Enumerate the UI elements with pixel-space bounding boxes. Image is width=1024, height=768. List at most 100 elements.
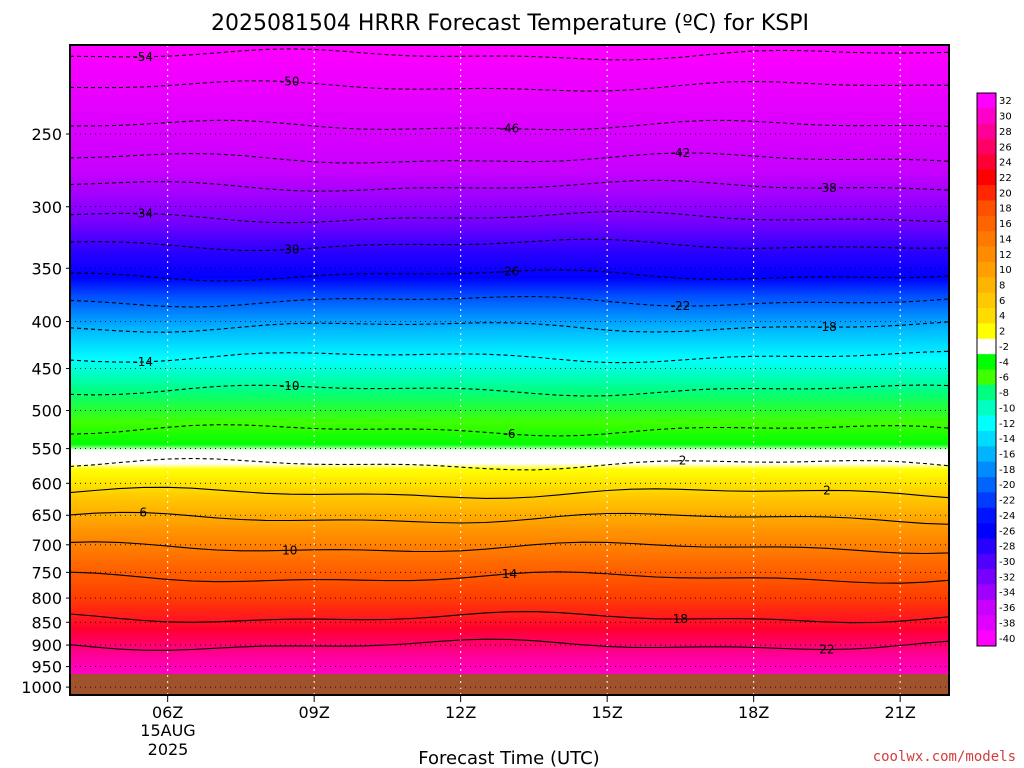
- colorbar-swatch: [977, 430, 996, 447]
- colorbar-label: -20: [999, 480, 1015, 491]
- colorbar-label: 14: [999, 234, 1012, 245]
- colorbar-label: -4: [999, 357, 1009, 368]
- isotherm-label: -26: [500, 264, 520, 278]
- date-day-label: 15AUG: [140, 721, 195, 740]
- y-tick-label: 350: [31, 259, 62, 278]
- colorbar-label: -26: [999, 526, 1015, 537]
- isotherm-label: -30: [280, 243, 300, 257]
- isotherm-label: 22: [819, 643, 834, 657]
- colorbar-label: 24: [999, 158, 1012, 169]
- colorbar-swatch: [977, 261, 996, 278]
- colorbar-swatch: [977, 538, 996, 555]
- colorbar-label: 6: [999, 296, 1005, 307]
- colorbar-swatch: [977, 323, 996, 340]
- colorbar-label: 2: [999, 327, 1005, 338]
- colorbar-swatch: [977, 523, 996, 539]
- y-tick-label: 950: [31, 658, 62, 677]
- ground-surface: [70, 674, 949, 695]
- x-tick-label: 18Z: [738, 703, 769, 722]
- colorbar-swatch: [977, 569, 996, 585]
- x-axis-title: Forecast Time (UTC): [418, 748, 599, 768]
- colorbar-swatch: [977, 477, 996, 493]
- colorbar-swatch: [977, 231, 996, 247]
- colorbar-label: 32: [999, 96, 1012, 107]
- colorbar-swatch: [977, 169, 996, 186]
- colorbar-label: 20: [999, 188, 1012, 199]
- plot-frame: [69, 44, 950, 696]
- colorbar-label: -10: [999, 403, 1015, 414]
- colorbar-label: -38: [999, 618, 1015, 629]
- x-tick-label: 12Z: [445, 703, 476, 722]
- colorbar-swatch: [977, 93, 996, 109]
- colorbar-swatch: [977, 246, 996, 263]
- temperature-field: [70, 45, 949, 674]
- y-tick-label: 800: [31, 589, 62, 608]
- vertical-grid: [167, 45, 901, 695]
- isotherm-label: -46: [500, 122, 520, 136]
- colorbar-label: 4: [999, 311, 1005, 322]
- colorbar-label: 16: [999, 219, 1012, 230]
- y-tick-label: 900: [31, 636, 62, 655]
- colorbar-label: -2: [999, 342, 1009, 353]
- y-tick-label: 250: [31, 125, 62, 144]
- colorbar-swatch: [977, 123, 996, 140]
- isotherm-label: -42: [671, 146, 691, 160]
- y-tick-label: 550: [31, 440, 62, 459]
- isotherm-label: -2: [674, 454, 686, 468]
- colorbar-label: -30: [999, 557, 1015, 568]
- colorbar-swatch: [977, 277, 996, 293]
- colorbar-swatch: [977, 599, 996, 616]
- y-tick-label: 650: [31, 506, 62, 525]
- colorbar-swatch: [977, 630, 996, 647]
- colorbar-swatch: [977, 553, 996, 570]
- colorbar-label: -12: [999, 419, 1015, 430]
- colorbar-label: -18: [999, 465, 1015, 476]
- colorbar-swatch: [977, 415, 996, 432]
- isotherm-label: -10: [280, 379, 300, 393]
- x-axis: 06Z 09Z 12Z 15Z 18Z 21Z: [152, 695, 916, 722]
- y-tick-label: 450: [31, 360, 62, 379]
- isotherm-line: [69, 486, 950, 499]
- chart-title: 2025081504 HRRR Forecast Temperature (ºC…: [211, 11, 809, 36]
- colorbar-label: -36: [999, 603, 1015, 614]
- x-tick-label: 21Z: [885, 703, 916, 722]
- isotherm-line: [69, 611, 950, 624]
- isotherm-label: -34: [133, 206, 153, 220]
- isotherm-label: 6: [139, 506, 147, 520]
- isotherm-label: -38: [817, 181, 837, 195]
- colorbar-swatch: [977, 185, 996, 201]
- y-tick-label: 500: [31, 402, 62, 421]
- isotherm-label: 14: [502, 567, 517, 581]
- isotherm-label: 2: [823, 483, 831, 497]
- y-tick-label: 750: [31, 563, 62, 582]
- x-tick-label: 09Z: [299, 703, 330, 722]
- colorbar-label: 26: [999, 142, 1012, 153]
- colorbar-swatch: [977, 461, 996, 478]
- y-tick-label: 600: [31, 474, 62, 493]
- colorbar-swatch: [977, 400, 996, 416]
- credit-text: coolwx.com/models: [873, 749, 1016, 765]
- isotherm-label: 18: [673, 612, 688, 626]
- isotherm-line: [69, 638, 950, 651]
- colorbar-label: -16: [999, 449, 1015, 460]
- isotherm-line: [69, 571, 950, 584]
- y-tick-label: 400: [31, 313, 62, 332]
- colorbar-swatch: [977, 139, 996, 155]
- y-axis: 250 300 350 400 450 500 550 600 650 700 750 800 850 9…: [21, 125, 70, 697]
- colorbar-label: -40: [999, 634, 1015, 645]
- y-tick-label: 1000: [21, 678, 62, 697]
- isotherm-label: -14: [133, 355, 153, 369]
- colorbar-swatch: [977, 154, 996, 171]
- colorbar-label: 28: [999, 127, 1012, 138]
- colorbar-label: 22: [999, 173, 1012, 184]
- colorbar-label: 10: [999, 265, 1012, 276]
- isotherm-label: -50: [280, 75, 300, 89]
- colorbar-label: 18: [999, 204, 1012, 215]
- x-tick-label: 06Z: [152, 703, 183, 722]
- isotherm-line: [69, 511, 950, 525]
- isotherm-label: 10: [282, 543, 297, 557]
- x-tick-label: 15Z: [592, 703, 623, 722]
- colorbar-swatch: [977, 492, 996, 509]
- colorbar-swatch: [977, 108, 996, 125]
